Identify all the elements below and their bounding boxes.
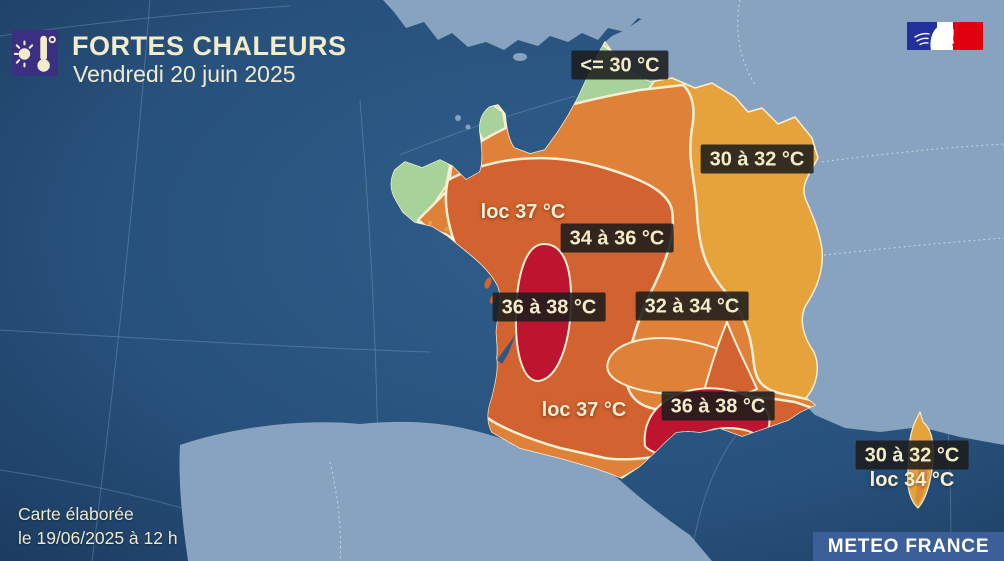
page-title: FORTES CHALEURS (72, 31, 347, 61)
isle-of-wight (513, 53, 527, 61)
sun-thermometer-icon (12, 30, 58, 76)
temperature-label: 32 à 34 °C (635, 291, 749, 321)
spain-landmass (179, 421, 712, 561)
credit-line2: le 19/06/2025 à 12 h (18, 528, 178, 548)
england-landmass (383, 0, 700, 50)
brittany-island (427, 220, 433, 226)
channel-island (455, 115, 461, 121)
temperature-label: loc 37 °C (541, 399, 627, 421)
country-borders (329, 0, 1004, 561)
map-credit: Carte élaborée le 19/06/2025 à 12 h (18, 502, 178, 550)
meteo-france-logo: METEO FRANCE (813, 532, 1004, 561)
temperature-label: 30 à 32 °C (700, 144, 814, 174)
credit-line1: Carte élaborée (18, 504, 134, 524)
temperature-label: loc 34 °C (869, 469, 955, 491)
channel-island (465, 124, 471, 130)
temperature-label: loc 37 °C (480, 201, 566, 223)
temperature-label: 36 à 38 °C (492, 292, 606, 322)
temperature-label: 30 à 32 °C (855, 440, 969, 470)
french-government-flag-logo (907, 22, 983, 50)
forecast-date: Vendredi 20 juin 2025 (73, 61, 296, 87)
temperature-label: 34 à 36 °C (560, 223, 674, 253)
gironde-estuary (497, 334, 516, 364)
atlantic-island (484, 277, 492, 289)
temperature-label: <= 30 °C (571, 50, 669, 80)
brittany-island (445, 227, 449, 231)
temperature-label: 36 à 38 °C (661, 391, 775, 421)
